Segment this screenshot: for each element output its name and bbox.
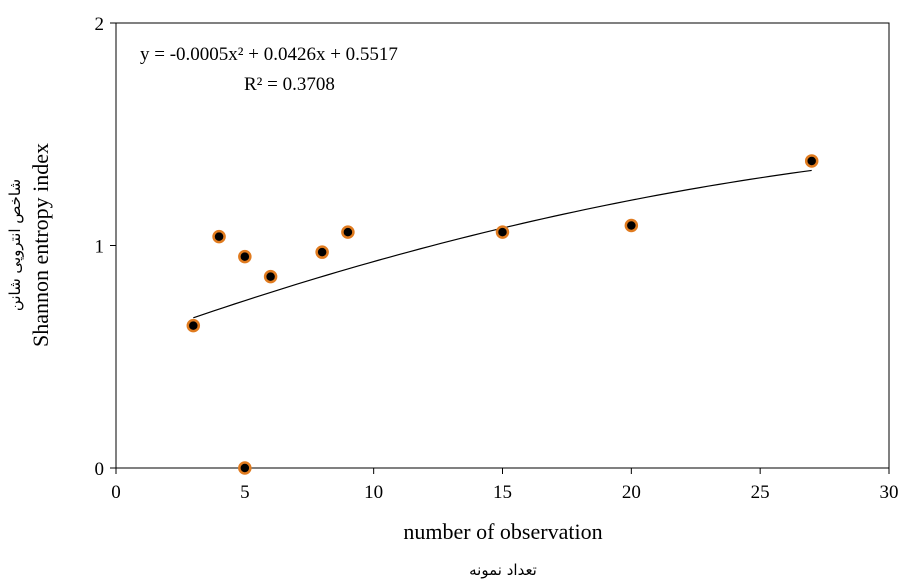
plot-area bbox=[115, 22, 890, 469]
data-point bbox=[341, 225, 355, 239]
data-point bbox=[263, 269, 278, 284]
y-axis: 0 1 2 bbox=[95, 14, 116, 480]
data-point bbox=[315, 245, 329, 259]
y-tick-label: 2 bbox=[95, 14, 105, 35]
y-tick-label: 1 bbox=[95, 237, 105, 258]
x-tick-label: 0 bbox=[111, 482, 121, 503]
y-tick-label: 0 bbox=[95, 459, 105, 480]
trendline-r-squared: R² = 0.3708 bbox=[244, 74, 335, 95]
x-tick-label: 10 bbox=[364, 482, 383, 503]
x-axis: 0 5 10 15 20 25 30 bbox=[111, 468, 899, 503]
x-axis-title-persian: تعداد نمونه bbox=[469, 561, 537, 579]
trendline-equation: y = -0.0005x² + 0.0426x + 0.5517 bbox=[140, 44, 398, 65]
data-point bbox=[624, 218, 639, 233]
data-point bbox=[186, 318, 201, 333]
trendline bbox=[193, 169, 812, 319]
data-points bbox=[186, 154, 819, 475]
x-tick-label: 20 bbox=[622, 482, 641, 503]
y-axis-title: Shannon entropy index bbox=[28, 143, 53, 347]
data-point bbox=[495, 225, 510, 239]
x-tick-label: 15 bbox=[493, 482, 512, 503]
data-point bbox=[804, 154, 819, 168]
x-axis-title: number of observation bbox=[403, 519, 602, 544]
data-point bbox=[212, 229, 226, 244]
y-axis-title-persian: شاخص انتروپی شانن bbox=[6, 179, 25, 311]
data-point bbox=[238, 249, 252, 264]
data-point bbox=[238, 461, 252, 475]
x-tick-label: 25 bbox=[751, 482, 770, 503]
x-tick-label: 5 bbox=[240, 482, 250, 503]
x-tick-label: 30 bbox=[880, 482, 899, 503]
